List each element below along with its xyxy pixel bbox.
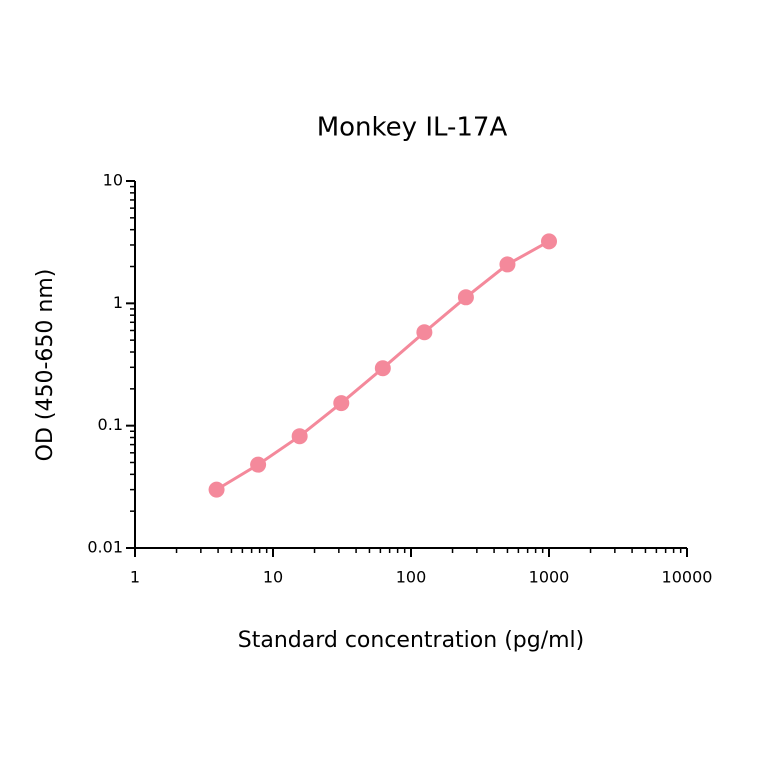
y-tick-label: 10 <box>103 171 123 190</box>
data-point <box>499 256 516 273</box>
data-point <box>291 428 308 445</box>
y-tick-label: 1 <box>113 293 123 312</box>
chart-title: Monkey IL-17A <box>317 113 508 143</box>
x-tick-label: 100 <box>396 568 427 587</box>
x-axis-label: Standard concentration (pg/ml) <box>238 628 585 653</box>
y-tick-label: 0.01 <box>87 538 123 557</box>
y-axis-label: OD (450-650 nm) <box>33 269 58 462</box>
data-point <box>416 324 433 341</box>
data-point <box>333 395 350 412</box>
x-tick-label: 10 <box>263 568 283 587</box>
data-point <box>457 289 474 306</box>
x-tick-label: 1 <box>130 568 140 587</box>
data-point <box>374 360 391 377</box>
x-tick-label: 10000 <box>662 568 713 587</box>
x-tick-label: 1000 <box>529 568 570 587</box>
data-point <box>208 481 225 498</box>
y-tick-label: 0.1 <box>98 415 123 434</box>
data-point <box>541 233 557 250</box>
data-point <box>250 456 267 473</box>
